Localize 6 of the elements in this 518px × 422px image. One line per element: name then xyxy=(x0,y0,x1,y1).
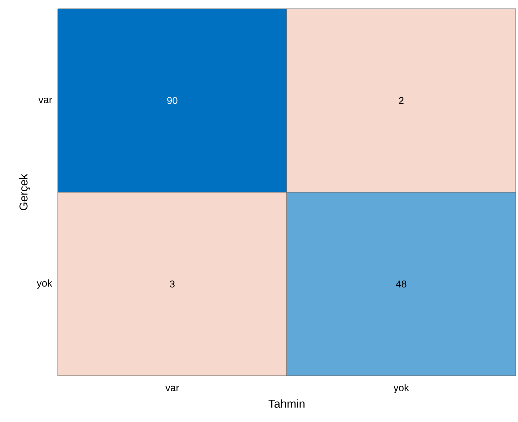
data-label: 2 xyxy=(399,97,404,104)
y-axis-title: Gerçek xyxy=(19,174,30,210)
data-label: 3 xyxy=(170,280,175,288)
data-label: 48 xyxy=(396,280,407,288)
data-label: 90 xyxy=(167,97,178,104)
x-axis-title: Tahmin xyxy=(268,400,305,408)
